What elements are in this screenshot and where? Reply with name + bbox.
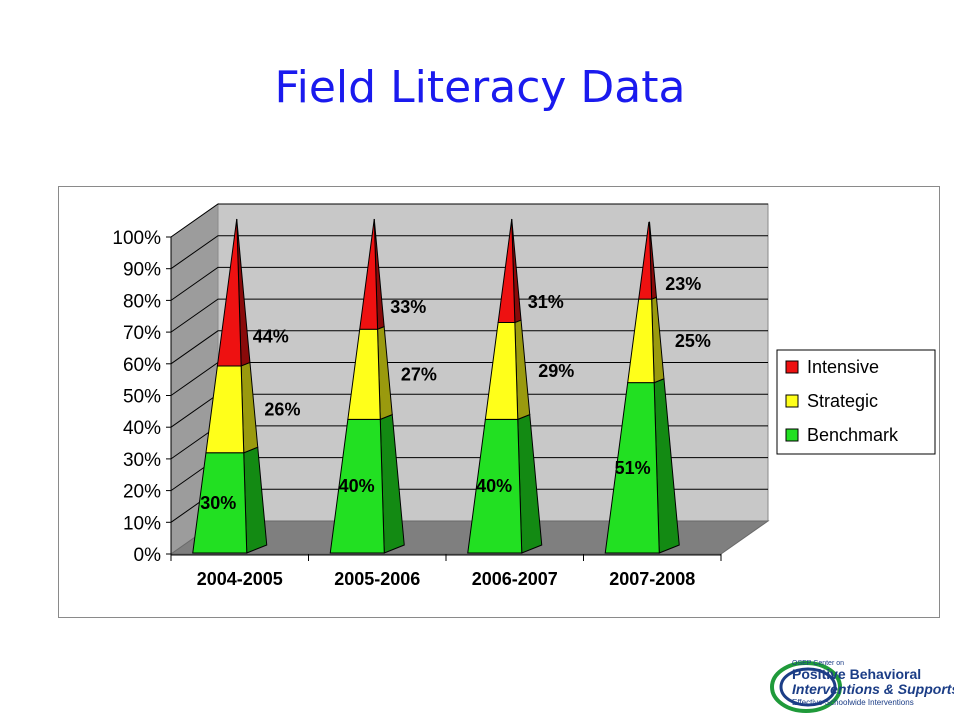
y-tick-label: 30% (123, 450, 161, 471)
data-label-benchmark: 51% (615, 458, 651, 478)
y-tick-label: 10% (123, 513, 161, 534)
legend-swatch-intensive (785, 360, 799, 374)
gridline (170, 298, 768, 333)
y-tick-label: 40% (123, 418, 161, 439)
legend-label-benchmark: Benchmark (807, 425, 899, 445)
data-label-intensive: 33% (390, 297, 426, 317)
pyramid-intensive-2004-2005-front (216, 218, 242, 367)
x-category-label: 2005-2006 (334, 569, 420, 589)
legend-swatch-benchmark (785, 428, 799, 442)
pbis-logo: OSEP Center on Positive Behavioral Inter… (768, 655, 959, 715)
legend-box (776, 349, 936, 455)
y-tick-label: 0% (134, 545, 162, 566)
gridline (170, 203, 768, 238)
y-tick-label: 80% (123, 291, 161, 312)
legend-label-intensive: Intensive (807, 357, 879, 377)
data-label-intensive: 44% (253, 327, 289, 347)
legend-swatch-strategic (785, 394, 799, 408)
logo-line3: Interventions & Supports (792, 681, 954, 697)
gridline (170, 266, 768, 301)
data-label-benchmark: 40% (476, 476, 512, 496)
logo-line2: Positive Behavioral (792, 666, 921, 682)
chart-svg: 0% 10% 20% 30% 40% 50% 60% 70% 80% 90% 100% 2004-20… (112, 203, 936, 589)
x-category-label: 2004-2005 (197, 569, 283, 589)
y-tick-label: 50% (123, 387, 161, 408)
legend-label-strategic: Strategic (807, 391, 878, 411)
data-label-strategic: 29% (538, 361, 574, 381)
x-category-label: 2007-2008 (609, 569, 695, 589)
logo-swoosh-green (770, 661, 842, 713)
gridline (170, 235, 768, 270)
data-label-intensive: 23% (665, 274, 701, 294)
y-tick-label: 90% (123, 260, 161, 281)
data-label-strategic: 25% (675, 331, 711, 351)
pyramid-intensive-2007-2008-front (638, 221, 653, 300)
logo-swoosh-blue (779, 667, 837, 707)
y-tick-label: 70% (123, 323, 161, 344)
logo-line1: OSEP Center on (792, 660, 844, 667)
logo-line4: Effective Schoolwide Interventions (792, 698, 914, 707)
data-label-intensive: 31% (528, 292, 564, 312)
slide-title: Field Literacy Data (274, 62, 686, 113)
y-tick-label: 20% (123, 482, 161, 503)
pyramid-intensive-2006-2007-front (497, 218, 516, 324)
data-label-strategic: 27% (401, 364, 437, 384)
x-category-label: 2006-2007 (472, 569, 558, 589)
data-label-strategic: 26% (264, 399, 300, 419)
pyramid-intensive-2005-2006-front (359, 218, 379, 330)
y-tick-label: 60% (123, 355, 161, 376)
data-label-benchmark: 30% (200, 493, 236, 513)
gridline (170, 330, 768, 365)
data-label-benchmark: 40% (339, 476, 375, 496)
pbis-logo-graphic: OSEP Center on Positive Behavioral Inter… (770, 660, 959, 713)
y-tick-label: 100% (112, 228, 161, 249)
chart-frame: 0% 10% 20% 30% 40% 50% 60% 70% 80% 90% 100% 2004-20… (58, 186, 940, 618)
